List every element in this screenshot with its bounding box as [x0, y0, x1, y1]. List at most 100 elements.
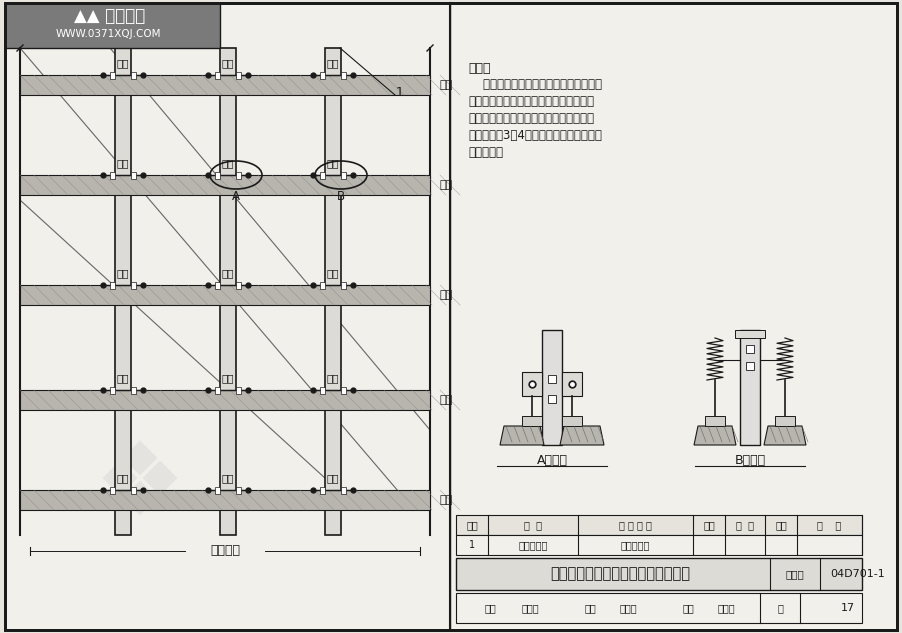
Text: 游动: 游动 — [222, 268, 235, 278]
Bar — [236, 487, 241, 494]
Bar — [456, 515, 862, 535]
Text: 楼层: 楼层 — [440, 495, 453, 505]
Text: 游动: 游动 — [327, 473, 339, 483]
Bar — [236, 72, 241, 79]
Bar — [456, 558, 862, 590]
Bar — [220, 48, 236, 535]
Polygon shape — [764, 426, 806, 445]
Bar — [456, 535, 862, 555]
Polygon shape — [143, 460, 178, 496]
Text: 型 号 规 格: 型 号 规 格 — [619, 520, 652, 530]
Text: 图集号: 图集号 — [786, 569, 805, 579]
Text: 固定: 固定 — [327, 373, 339, 383]
Text: 设计: 设计 — [682, 603, 694, 613]
Polygon shape — [123, 441, 158, 475]
Text: 游动: 游动 — [327, 158, 339, 168]
Text: B放大图: B放大图 — [734, 453, 766, 467]
Text: 对竖井内封闭式母线的作用，建议母线的: 对竖井内封闭式母线的作用，建议母线的 — [468, 112, 594, 125]
Bar — [562, 372, 582, 396]
Text: 游动: 游动 — [116, 58, 129, 68]
Bar — [775, 416, 795, 426]
Bar — [325, 48, 341, 535]
Text: 王学军: 王学军 — [717, 603, 735, 613]
Bar — [131, 282, 136, 289]
Bar — [115, 48, 131, 535]
Text: 楼层: 楼层 — [440, 80, 453, 90]
Bar — [215, 387, 220, 394]
Text: 名  称: 名 称 — [524, 520, 542, 530]
Bar — [5, 3, 220, 48]
Text: 楼层: 楼层 — [440, 180, 453, 190]
Text: 固定: 固定 — [116, 268, 129, 278]
Text: 校对: 校对 — [584, 603, 596, 613]
Bar — [341, 487, 346, 494]
Text: 董国民: 董国民 — [619, 603, 637, 613]
Text: 数  量: 数 量 — [736, 520, 754, 530]
Text: 序号: 序号 — [466, 520, 478, 530]
Bar — [320, 487, 325, 494]
Text: 张肥生: 张肥生 — [521, 603, 538, 613]
Bar — [20, 390, 430, 410]
Bar — [236, 282, 241, 289]
Text: 游动: 游动 — [222, 58, 235, 68]
Bar — [236, 172, 241, 179]
Text: 楼层: 楼层 — [440, 395, 453, 405]
Bar — [131, 487, 136, 494]
Bar — [215, 487, 220, 494]
Text: 固定: 固定 — [222, 158, 235, 168]
Bar — [215, 72, 220, 79]
Bar — [215, 282, 220, 289]
Polygon shape — [500, 426, 544, 445]
Polygon shape — [123, 480, 158, 515]
Bar — [522, 416, 542, 426]
Bar — [522, 372, 542, 396]
Text: 1: 1 — [396, 85, 404, 99]
Bar — [20, 285, 430, 305]
Bar — [236, 387, 241, 394]
Text: 游动: 游动 — [116, 373, 129, 383]
Text: 审核: 审核 — [484, 603, 496, 613]
Text: A放大图: A放大图 — [537, 453, 567, 467]
Text: 楼层: 楼层 — [440, 290, 453, 300]
Text: 17: 17 — [841, 603, 855, 613]
Bar — [450, 3, 897, 630]
Bar — [320, 387, 325, 394]
Text: A: A — [232, 191, 240, 203]
Text: 见工程设计: 见工程设计 — [621, 540, 650, 550]
Bar — [320, 282, 325, 289]
Bar — [456, 593, 862, 623]
Bar — [20, 490, 430, 510]
Bar — [320, 72, 325, 79]
Text: 游动: 游动 — [327, 268, 339, 278]
Text: 固定: 固定 — [222, 473, 235, 483]
Bar — [341, 387, 346, 394]
Text: 备    注: 备 注 — [817, 520, 842, 530]
Text: 封闭式母线: 封闭式母线 — [519, 540, 548, 550]
Text: 电气竖井内封闭式母线系统支持方式: 电气竖井内封闭式母线系统支持方式 — [550, 567, 690, 582]
Text: 游动: 游动 — [116, 473, 129, 483]
Text: 游动: 游动 — [116, 158, 129, 168]
Text: 电气竖井: 电气竖井 — [210, 544, 240, 558]
Text: 固定方式每3～4层固定支持中间采用游动: 固定方式每3～4层固定支持中间采用游动 — [468, 129, 602, 142]
Bar — [341, 282, 346, 289]
Bar — [5, 3, 450, 630]
Text: 1: 1 — [469, 540, 475, 550]
Bar — [542, 330, 562, 445]
Bar — [562, 416, 582, 426]
Bar — [548, 375, 556, 383]
Bar — [341, 172, 346, 179]
Bar — [548, 395, 556, 403]
Bar — [131, 72, 136, 79]
Text: ▲▲ 现代桥架: ▲▲ 现代桥架 — [74, 7, 145, 25]
Text: 支持方式。: 支持方式。 — [468, 146, 503, 159]
Bar — [131, 172, 136, 179]
Bar — [110, 487, 115, 494]
Bar — [110, 282, 115, 289]
Text: B: B — [337, 191, 345, 203]
Bar — [735, 330, 765, 338]
Polygon shape — [560, 426, 604, 445]
Bar — [320, 172, 325, 179]
Text: 自身持有振动性和随动性及抗震性等因素: 自身持有振动性和随动性及抗震性等因素 — [468, 95, 594, 108]
Text: 附注：: 附注： — [468, 62, 491, 75]
Text: 固定: 固定 — [327, 58, 339, 68]
